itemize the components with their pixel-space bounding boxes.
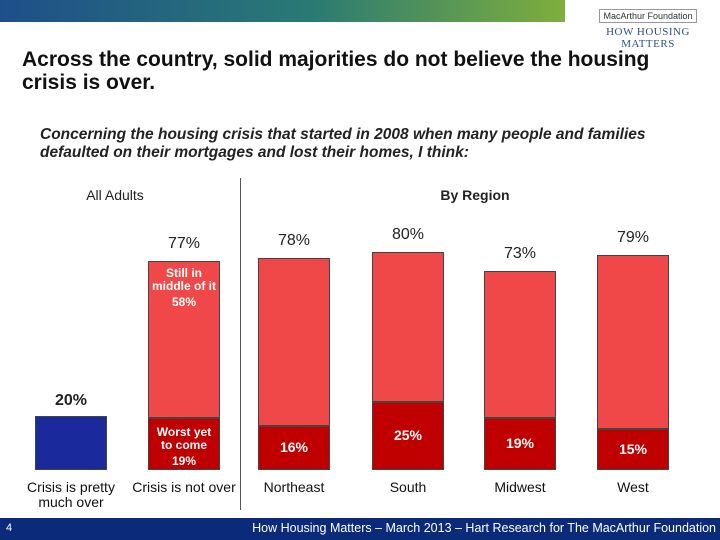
slide-title: Across the country, solid majorities do … <box>22 48 650 94</box>
logo-program: HOW HOUSING MATTERS <box>606 26 690 50</box>
bar-segment <box>484 271 556 419</box>
series-name: Worst yet to come <box>156 425 212 453</box>
footer-text: How Housing Matters – March 2013 – Hart … <box>252 521 716 535</box>
value-label: 20% <box>54 391 88 409</box>
category-label: Northeast <box>263 479 325 495</box>
bar-segment <box>148 260 220 419</box>
value-label: 19% <box>505 435 535 452</box>
divider <box>240 178 241 510</box>
total-label: 79% <box>616 229 650 247</box>
value-label: 25% <box>393 427 423 443</box>
total-label: 73% <box>503 245 537 263</box>
bar-segment <box>597 429 669 470</box>
bar-segment <box>35 415 107 470</box>
bar-segment <box>148 418 220 470</box>
footer-bar <box>0 518 720 540</box>
bar-segment <box>597 255 669 430</box>
category-label: Crisis is pretty much over <box>27 479 115 510</box>
page-number: 4 <box>6 522 13 534</box>
segment-label: Worst yet to come 19% <box>152 426 216 468</box>
total-label: 80% <box>391 226 425 244</box>
bar-segment <box>372 402 444 470</box>
category-label: Crisis is not over <box>132 479 236 495</box>
bar-segment <box>372 252 444 402</box>
series-name: Still in middle of it <box>152 265 216 293</box>
total-label: 77% <box>167 234 201 252</box>
value-label: 15% <box>618 440 648 457</box>
header-bar <box>0 0 565 22</box>
total-label: 78% <box>277 231 311 249</box>
segment-label: Still in middle of it 58% <box>152 265 216 309</box>
category-label: Midwest <box>494 479 546 495</box>
logo-org: MacArthur Foundation <box>599 9 697 23</box>
chart-title: All Adults <box>86 187 144 203</box>
question: Concerning the housing crisis that start… <box>40 126 646 161</box>
value-label: 58% <box>171 294 197 309</box>
logo: MacArthur Foundation HOW HOUSING MATTERS <box>583 6 713 50</box>
category-label: West <box>617 479 649 495</box>
bar-segment <box>484 418 556 470</box>
value-label: 19% <box>171 454 197 469</box>
bar-segment <box>258 426 330 470</box>
chart-title: By Region <box>440 187 510 203</box>
category-label: South <box>389 479 427 495</box>
value-label: 16% <box>279 439 309 456</box>
bar-segment <box>258 257 330 427</box>
